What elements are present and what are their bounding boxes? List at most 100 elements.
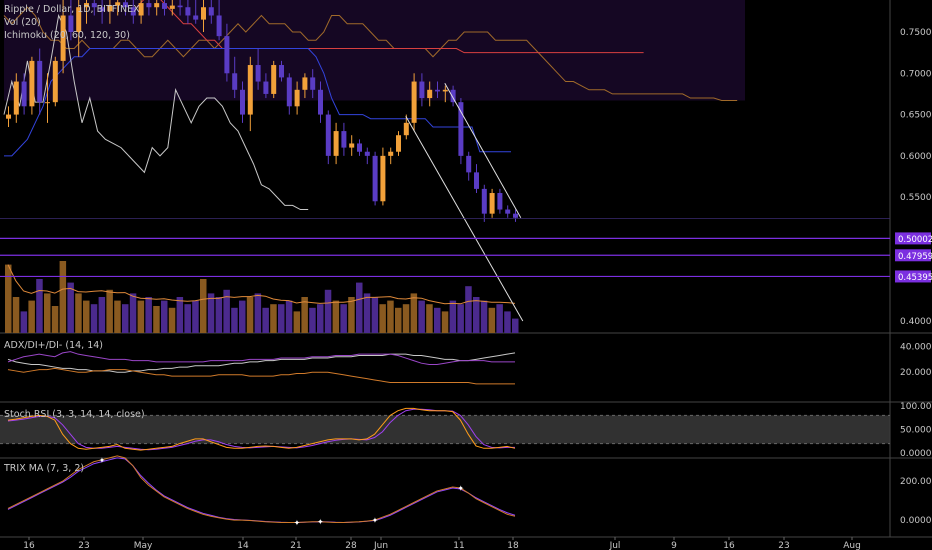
candle-body bbox=[37, 60, 43, 103]
candle-body bbox=[380, 155, 386, 202]
volume-bar bbox=[106, 289, 113, 333]
x-tick-label: 16 bbox=[23, 541, 35, 550]
candle-body bbox=[372, 155, 378, 202]
ichimoku-legend: Ichimoku (20, 60, 120, 30) bbox=[4, 30, 130, 41]
candle-body bbox=[396, 135, 401, 152]
candle-body bbox=[357, 143, 362, 152]
volume-bar bbox=[51, 306, 59, 333]
candle-body bbox=[193, 15, 199, 20]
senkou-span-line bbox=[3, 6, 738, 102]
volume-bar bbox=[285, 300, 293, 333]
candle-body bbox=[466, 155, 472, 173]
x-tick-label: 28 bbox=[345, 541, 357, 550]
volume-bar bbox=[379, 304, 386, 333]
volume-bar bbox=[496, 304, 503, 333]
candle-body bbox=[271, 65, 277, 94]
volume-bar bbox=[465, 286, 472, 333]
candle-body bbox=[318, 89, 323, 115]
volume-bar bbox=[153, 306, 160, 333]
candle-body bbox=[224, 36, 230, 74]
candle-body bbox=[13, 81, 19, 115]
candles bbox=[6, 0, 518, 222]
candle-body bbox=[91, 3, 97, 8]
volume-bar bbox=[441, 311, 449, 333]
volume-bar bbox=[36, 279, 43, 333]
volume-bar bbox=[246, 297, 254, 333]
volume-bars bbox=[5, 261, 519, 333]
volume-bar bbox=[231, 307, 238, 333]
volume-bar bbox=[184, 304, 191, 333]
price-tick: 0.40000 bbox=[900, 317, 932, 327]
x-tick-label: 9 bbox=[671, 541, 677, 550]
candle-body bbox=[458, 102, 464, 156]
volume-bar bbox=[12, 297, 20, 333]
trix-marker: ✦ bbox=[457, 484, 464, 493]
volume-bar bbox=[75, 293, 82, 333]
candle-body bbox=[505, 209, 511, 214]
di-minus-line bbox=[7, 351, 515, 365]
x-tick-label: 23 bbox=[778, 541, 789, 550]
candle-body bbox=[450, 89, 456, 103]
level-badge-label: 0.47959 bbox=[898, 252, 932, 262]
volume-bar bbox=[239, 300, 246, 333]
volume-bar bbox=[418, 300, 425, 333]
candle-body bbox=[208, 7, 214, 16]
volume-bar bbox=[324, 289, 332, 333]
volume-bar bbox=[402, 304, 410, 333]
indicator-lines bbox=[3, 0, 738, 211]
volume-bar bbox=[137, 300, 145, 333]
candle-body bbox=[52, 60, 58, 103]
volume-bar bbox=[332, 300, 340, 333]
kijun-line bbox=[136, 0, 644, 54]
volume-bar bbox=[44, 293, 51, 333]
volume-bar bbox=[278, 304, 285, 333]
grid-lines bbox=[0, 0, 932, 538]
x-tick-label: 21 bbox=[290, 541, 301, 550]
volume-bar bbox=[363, 293, 371, 333]
candle-body bbox=[146, 3, 152, 8]
volume-bar bbox=[410, 293, 418, 333]
candle-body bbox=[76, 7, 82, 33]
volume-bar bbox=[473, 297, 480, 333]
candle-body bbox=[99, 7, 105, 12]
volume-bar bbox=[129, 293, 137, 333]
volume-bar bbox=[192, 300, 199, 333]
volume-bar bbox=[161, 300, 168, 333]
candle-body bbox=[279, 65, 284, 78]
candle-body bbox=[216, 15, 222, 37]
volume-bar bbox=[340, 304, 347, 333]
candle-body bbox=[325, 114, 331, 156]
x-tick-label: May bbox=[134, 541, 153, 550]
candle-body bbox=[341, 131, 347, 148]
stoch-tick: 0.0000 bbox=[900, 449, 932, 459]
adx-tick: 40.0000 bbox=[900, 342, 932, 352]
candle-body bbox=[84, 3, 89, 8]
adx-legend: ADX/DI+/DI- (14, 14) bbox=[4, 340, 103, 351]
indicator-panels: ✦ ✦ ✦ ✦ ✦ bbox=[0, 351, 890, 527]
level-badge bbox=[895, 249, 931, 262]
x-tick-label: 16 bbox=[723, 541, 735, 550]
volume-bar bbox=[356, 282, 363, 333]
x-tick-label: 14 bbox=[237, 541, 249, 550]
candle-body bbox=[29, 60, 35, 107]
trix-tick: 200.0000 bbox=[900, 477, 932, 487]
candle-body bbox=[240, 89, 245, 115]
volume-bar bbox=[98, 297, 106, 333]
volume-bar bbox=[223, 289, 230, 333]
volume-bar bbox=[270, 304, 277, 333]
candle-body bbox=[162, 3, 167, 9]
x-tick-label: 23 bbox=[78, 541, 89, 550]
candle-body bbox=[302, 77, 308, 90]
level-badge-label: 0.45395 bbox=[898, 273, 932, 283]
volume-bar bbox=[504, 311, 511, 333]
candle-body bbox=[310, 77, 316, 90]
volume-bar bbox=[426, 304, 433, 333]
volume-bar bbox=[488, 307, 496, 333]
vol-legend: Vol (20) bbox=[4, 17, 41, 28]
volume-bar bbox=[5, 264, 12, 333]
volume-bar bbox=[512, 318, 519, 333]
candle-body bbox=[333, 131, 339, 156]
candle-body bbox=[481, 188, 487, 214]
candle-body bbox=[232, 73, 238, 90]
